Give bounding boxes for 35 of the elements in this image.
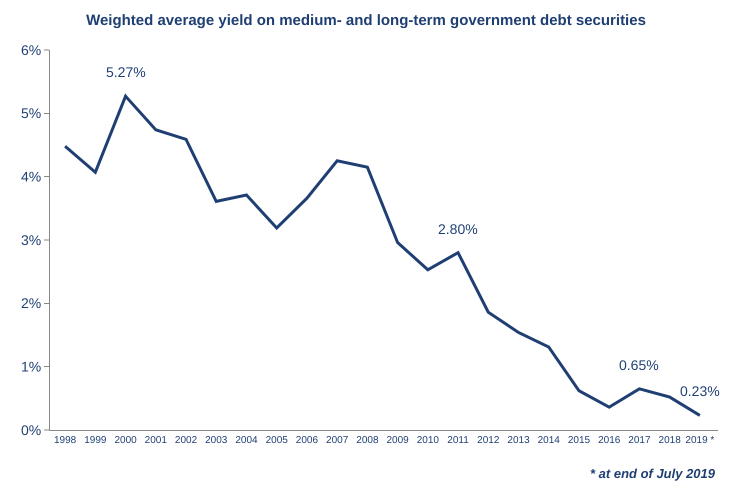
x-tick-label: 2016 — [598, 435, 621, 446]
x-tick-label: 2008 — [356, 435, 379, 446]
y-tick-label: 2% — [20, 295, 42, 312]
y-tick-label: 6% — [20, 42, 42, 58]
x-tick-label: 2014 — [538, 435, 560, 446]
x-tick-label: 2013 — [507, 435, 530, 446]
x-tick-label: 2004 — [235, 435, 258, 446]
x-tick-label: 2019 * — [685, 435, 714, 446]
x-tick-label: 2007 — [326, 435, 349, 446]
text: * at end of July 2019 — [590, 466, 716, 481]
x-tick-label: 1998 — [54, 435, 77, 446]
x-tick-label: 2001 — [144, 435, 168, 446]
x-tick-label: 2010 — [416, 435, 440, 446]
x-tick-label: 2012 — [477, 435, 500, 446]
y-tick-label: 4% — [20, 168, 42, 185]
chart-title: Weighted average yield on medium- and long-term government debt securities — [86, 12, 646, 30]
y-tick-label: 1% — [20, 358, 42, 375]
x-tick-label: 2009 — [386, 435, 410, 446]
annotation: 0.23% — [680, 383, 720, 399]
x-tick-label: 2015 — [568, 435, 591, 446]
x-tick-label: 1999 — [84, 435, 107, 446]
y-tick-label: 5% — [20, 105, 42, 122]
y-tick-label: 3% — [20, 232, 42, 248]
x-tick-label: 2000 — [114, 435, 138, 446]
x-tick-label: 2018 — [658, 435, 682, 446]
annotation: 5.27% — [106, 64, 146, 80]
annotation: 2.80% — [438, 221, 478, 237]
x-tick-label: 2011 — [447, 435, 470, 446]
x-tick-label: 2006 — [296, 435, 318, 446]
x-tick-label: 2017 — [628, 435, 651, 446]
annotation: 0.65% — [619, 357, 659, 373]
y-tick-label: 0% — [20, 422, 42, 438]
x-tick-label: 2002 — [174, 435, 198, 446]
x-tick-label: 2005 — [266, 435, 288, 446]
x-tick-label: 2003 — [205, 435, 228, 446]
